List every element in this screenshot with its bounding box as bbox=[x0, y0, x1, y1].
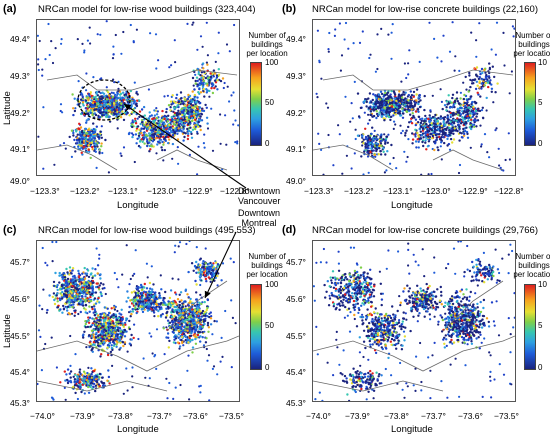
panel-c-xtick: −73.8° bbox=[108, 411, 133, 421]
panel-c-colorbar-tick: 100 bbox=[265, 280, 279, 289]
panel-d-ytick: 45.6° bbox=[286, 294, 306, 304]
panel-a-colorbar-title: Number of buildings per location bbox=[246, 31, 288, 58]
panel-b-xtick: −123.0° bbox=[421, 186, 451, 196]
panel-a-colorbar-tick: 50 bbox=[265, 98, 274, 107]
panel-a-ytick: 49.2° bbox=[10, 108, 30, 118]
panel-c-ytick: 45.7° bbox=[10, 257, 30, 267]
panel-b-xtick: −122.9° bbox=[458, 186, 488, 196]
panel-d-map bbox=[312, 240, 516, 402]
panel-d-colorbar-tick: 5 bbox=[538, 321, 543, 330]
panel-d-ytick: 45.3° bbox=[286, 398, 306, 408]
map-points-layer bbox=[37, 20, 239, 175]
panel-c-colorbar-tick: 50 bbox=[265, 321, 274, 330]
panel-d-title: NRCan model for low-rise concrete buildi… bbox=[312, 225, 538, 236]
panel-c-colorbar-tick: 0 bbox=[265, 363, 270, 372]
panel-d-colorbar bbox=[524, 284, 536, 370]
panel-a-colorbar bbox=[250, 62, 262, 146]
panel-c-xtick: −73.6° bbox=[183, 411, 208, 421]
panel-b-map bbox=[312, 19, 516, 176]
panel-b-xtick: −122.8° bbox=[494, 186, 524, 196]
panel-a-xtick: −122.9° bbox=[183, 186, 213, 196]
map-points-layer bbox=[313, 241, 515, 401]
panel-b-xtick: −123.2° bbox=[344, 186, 374, 196]
panel-b-ytick: 49.4° bbox=[286, 34, 306, 44]
panel-b-xtick: −123.3° bbox=[304, 186, 334, 196]
panel-c-ytick: 45.6° bbox=[10, 294, 30, 304]
panel-a-ytick: 49.4° bbox=[10, 34, 30, 44]
panel-d-xlabel: Longitude bbox=[391, 424, 433, 435]
panel-b-colorbar-title: Number of buildings per location bbox=[513, 31, 550, 58]
panel-b-title: NRCan model for low-rise concrete buildi… bbox=[312, 4, 538, 15]
map-points-layer bbox=[37, 241, 239, 401]
panel-a-map bbox=[36, 19, 240, 176]
panel-b-colorbar bbox=[524, 62, 536, 146]
panel-d-colorbar-tick: 10 bbox=[538, 280, 547, 289]
panel-a-title: NRCan model for low-rise wood buildings … bbox=[38, 4, 256, 15]
panel-a-colorbar-tick: 100 bbox=[265, 58, 279, 67]
panel-b-colorbar-tick: 10 bbox=[538, 58, 547, 67]
panel-a-ytick: 49.3° bbox=[10, 71, 30, 81]
panel-c-letter: (c) bbox=[3, 224, 17, 236]
panel-c-map bbox=[36, 240, 240, 402]
panel-a-xtick: −123.2° bbox=[70, 186, 100, 196]
panel-d-ytick: 45.4° bbox=[286, 367, 306, 377]
panel-c-xtick: −74.0° bbox=[30, 411, 55, 421]
panel-a-xtick: −123.3° bbox=[30, 186, 60, 196]
panel-d-xtick: −73.5° bbox=[494, 411, 519, 421]
panel-d-xtick: −73.7° bbox=[421, 411, 446, 421]
map-points-layer bbox=[313, 21, 515, 175]
panel-c-ylabel: Latitude bbox=[2, 314, 13, 348]
panel-c-xlabel: Longitude bbox=[117, 424, 159, 435]
panel-b-colorbar-tick: 0 bbox=[538, 139, 543, 148]
panel-a-xtick: −123.1° bbox=[108, 186, 138, 196]
panel-b-ytick: 49.3° bbox=[286, 71, 306, 81]
panel-c-xtick: −73.7° bbox=[147, 411, 172, 421]
panel-a-letter: (a) bbox=[3, 3, 17, 15]
annotation-downtown-montreal: Downtown Montreal bbox=[238, 208, 281, 228]
panel-a-ytick: 49.1° bbox=[10, 144, 30, 154]
panel-c-xtick: −73.5° bbox=[219, 411, 244, 421]
panel-d-xtick: −73.6° bbox=[458, 411, 483, 421]
panel-d-xtick: −73.8° bbox=[384, 411, 409, 421]
panel-b-colorbar-tick: 5 bbox=[538, 98, 543, 107]
panel-c-xtick: −73.9° bbox=[70, 411, 95, 421]
panel-a-xlabel: Longitude bbox=[117, 200, 159, 211]
panel-a-xtick: −122.8° bbox=[220, 186, 250, 196]
panel-c-ytick: 45.4° bbox=[10, 367, 30, 377]
panel-b-ytick: 49.1° bbox=[286, 144, 306, 154]
panel-c-colorbar-title: Number of buildings per location bbox=[246, 252, 288, 279]
annotation-downtown-vancouver: Downtown Vancouver bbox=[238, 186, 281, 206]
panel-d-ytick: 45.7° bbox=[286, 257, 306, 267]
panel-d-ytick: 45.5° bbox=[286, 331, 306, 341]
panel-b-ytick: 49.2° bbox=[286, 108, 306, 118]
panel-c-ytick: 45.5° bbox=[10, 331, 30, 341]
panel-b-xtick: −123.1° bbox=[383, 186, 413, 196]
panel-a-xtick: −123.0° bbox=[147, 186, 177, 196]
panel-b-letter: (b) bbox=[282, 3, 297, 15]
panel-a-ytick: 49.0° bbox=[10, 176, 30, 186]
panel-c-title: NRCan model for low-rise wood buildings … bbox=[38, 225, 256, 236]
panel-d-colorbar-tick: 0 bbox=[538, 363, 543, 372]
panel-d-colorbar-title: Number of buildings per location bbox=[513, 252, 550, 279]
panel-a-ylabel: Latitude bbox=[2, 91, 13, 125]
panel-a-colorbar-tick: 0 bbox=[265, 139, 270, 148]
panel-c-ytick: 45.3° bbox=[10, 398, 30, 408]
panel-b-xlabel: Longitude bbox=[391, 200, 433, 211]
panel-c-colorbar bbox=[250, 284, 262, 370]
panel-d-xtick: −74.0° bbox=[306, 411, 331, 421]
panel-b-ytick: 49.0° bbox=[286, 176, 306, 186]
panel-d-xtick: −73.9° bbox=[345, 411, 370, 421]
panel-d-letter: (d) bbox=[282, 224, 297, 236]
